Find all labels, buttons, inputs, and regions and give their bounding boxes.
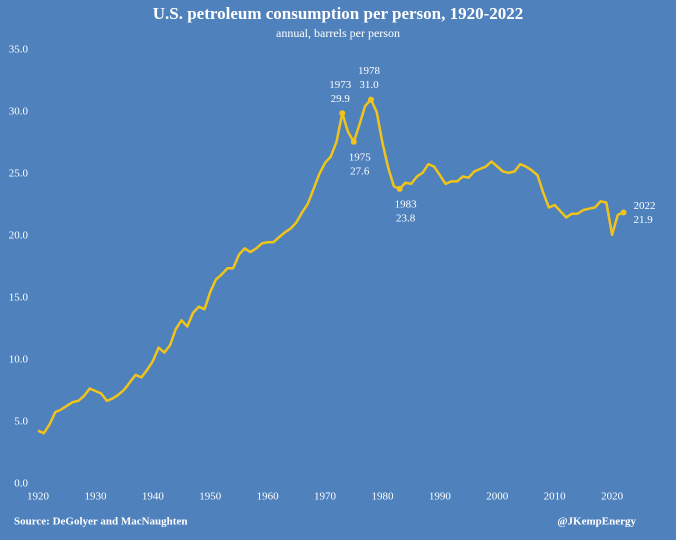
- y-tick-label: 20.0: [9, 230, 29, 242]
- annotation-value: 27.6: [350, 165, 370, 177]
- y-tick-label: 15.0: [9, 292, 29, 304]
- credit: @JKempEnergy: [557, 516, 636, 528]
- y-tick-label: 30.0: [9, 106, 29, 118]
- y-tick-label: 10.0: [9, 354, 29, 366]
- y-tick-label: 25.0: [9, 168, 29, 180]
- x-tick-label: 2000: [486, 491, 509, 503]
- annotation-value: 31.0: [359, 79, 379, 91]
- x-tick-label: 2020: [601, 491, 624, 503]
- point: [620, 209, 627, 216]
- y-tick-label: 5.0: [14, 416, 28, 428]
- annotation-year: 1975: [349, 151, 372, 163]
- y-tick-label: 0.0: [14, 478, 28, 490]
- annotation-year: 1983: [395, 198, 418, 210]
- chart-subtitle: annual, barrels per person: [276, 26, 400, 40]
- chart-title: U.S. petroleum consumption per person, 1…: [153, 4, 524, 23]
- point: [367, 96, 374, 103]
- annotation-year: 1978: [358, 65, 381, 77]
- y-tick-label: 35.0: [9, 44, 29, 56]
- annotation-value: 23.8: [396, 212, 416, 224]
- x-tick-label: 1990: [429, 491, 452, 503]
- annotation-value: 29.9: [331, 93, 351, 105]
- annotation-year: 2022: [634, 200, 656, 212]
- annotation-year: 1973: [329, 79, 352, 91]
- line: [37, 98, 625, 435]
- annotation-value: 21.9: [634, 214, 654, 226]
- point: [350, 138, 357, 145]
- x-tick-label: 2010: [544, 491, 567, 503]
- x-tick-label: 1970: [314, 491, 337, 503]
- point: [396, 185, 403, 192]
- x-tick-label: 1940: [142, 491, 165, 503]
- point: [339, 110, 346, 117]
- x-tick-label: 1920: [27, 491, 50, 503]
- source: Source: DeGolyer and MacNaughten: [14, 516, 187, 528]
- x-tick-label: 1980: [371, 491, 394, 503]
- x-tick-label: 1960: [257, 491, 280, 503]
- x-tick-label: 1930: [84, 491, 107, 503]
- x-tick-label: 1950: [199, 491, 222, 503]
